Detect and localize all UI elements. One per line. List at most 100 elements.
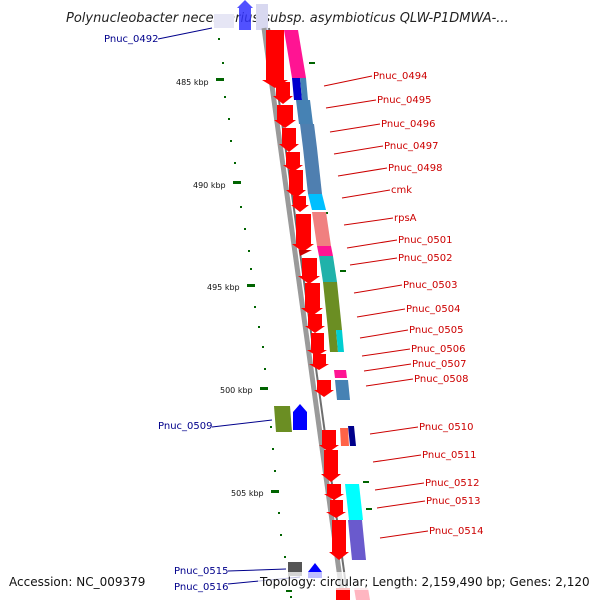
gene-label: Pnuc_0510 <box>419 422 473 433</box>
axis-tick-label: 495 kbp <box>207 283 240 292</box>
gene-label: Pnuc_0496 <box>381 119 435 130</box>
function-block <box>292 78 302 100</box>
function-block <box>319 256 337 282</box>
leader-line <box>356 308 406 318</box>
topology-text: Topology: circular; Length: 2,159,490 bp… <box>259 575 590 589</box>
leader-line <box>374 482 425 491</box>
faint-gene-block <box>214 14 234 28</box>
gene-label: rpsA <box>394 213 417 224</box>
axis-tick <box>216 78 224 81</box>
footer-backdrop <box>258 572 594 590</box>
gene-arrow-forward <box>305 314 325 333</box>
axis-tick-label: 505 kbp <box>231 489 264 498</box>
gene-arrow-forward <box>336 588 350 600</box>
leader-line <box>361 348 411 357</box>
gene-label: Pnuc_0505 <box>409 325 463 336</box>
function-block <box>336 330 344 352</box>
backbone-line <box>261 27 346 600</box>
leader-line <box>365 378 414 387</box>
gene-label: Pnuc_0492 <box>104 34 158 45</box>
leader-line <box>343 217 394 226</box>
gene-label: Pnuc_0516 <box>174 582 228 593</box>
gene-arrow-forward <box>274 105 296 128</box>
gene-label: Pnuc_0494 <box>373 71 427 82</box>
faint-gene-block <box>256 4 268 30</box>
axis-tick <box>233 181 241 184</box>
leader-line <box>363 363 412 372</box>
function-block <box>303 148 322 194</box>
gene-arrow-forward <box>321 450 341 482</box>
gene-label: Pnuc_0498 <box>388 163 442 174</box>
function-block <box>335 380 350 400</box>
forward-gene-arrow <box>237 0 253 30</box>
dot-track <box>218 38 292 598</box>
gene-arrow-forward <box>301 283 323 316</box>
function-block <box>345 484 363 520</box>
gene-label: Pnuc_0501 <box>398 235 452 246</box>
leader-line <box>325 99 377 109</box>
leader-line <box>369 426 419 435</box>
gene-arrow-forward <box>262 30 288 88</box>
left-gene-track <box>274 404 322 578</box>
function-block <box>317 246 333 256</box>
axis-tick-label: 500 kbp <box>220 386 253 395</box>
function-block <box>340 428 349 446</box>
function-block <box>296 100 313 124</box>
gene-arrow-forward <box>299 250 312 256</box>
function-block <box>312 212 331 246</box>
function-block <box>334 370 347 378</box>
gene-arrow-forward <box>324 484 344 500</box>
reverse-gene-arrow <box>293 404 307 430</box>
gene-label: Pnuc_0507 <box>412 359 466 370</box>
leader-line <box>359 329 409 339</box>
function-block <box>348 520 366 560</box>
function-block <box>354 588 370 600</box>
function-block <box>328 330 338 352</box>
function-block <box>284 30 306 78</box>
right-label-group: Pnuc_0494 Pnuc_0495 Pnuc_0496 Pnuc_0497 … <box>323 71 483 539</box>
gene-arrow-forward <box>273 82 293 104</box>
gene-arrow-forward <box>326 500 346 518</box>
leader-line <box>337 167 388 177</box>
leader-line <box>349 257 398 266</box>
gene-label: Pnuc_0509 <box>158 421 212 432</box>
function-block <box>323 282 342 330</box>
gene-label: Pnuc_0502 <box>398 253 452 264</box>
leader-line <box>372 454 422 463</box>
leader-line <box>376 500 426 509</box>
leader-line <box>211 419 273 428</box>
gene-label: Pnuc_0504 <box>406 304 460 315</box>
function-block-track <box>284 30 370 600</box>
gene-arrow-forward <box>309 354 329 370</box>
leader-line <box>333 145 384 155</box>
map-title: Polynucleobacter necessarius subsp. asym… <box>66 11 509 26</box>
function-block <box>300 78 308 100</box>
gene-label: Pnuc_0514 <box>429 526 483 537</box>
gene-arrow-forward <box>314 380 334 397</box>
leader-line <box>323 75 373 87</box>
gene-label: Pnuc_0497 <box>384 141 438 152</box>
gene-label: Pnuc_0508 <box>414 374 468 385</box>
kbp-axis: 485 kbp 490 kbp 495 kbp 500 kbp 505 kbp <box>176 78 279 498</box>
left-label-group: Pnuc_0492 Pnuc_0509 Pnuc_0515 Pnuc_0516 <box>104 27 301 593</box>
function-block <box>348 426 356 446</box>
gene-arrow-forward <box>291 196 309 212</box>
leader-line <box>227 568 287 572</box>
function-block <box>308 194 326 210</box>
gene-arrow-forward <box>329 520 349 560</box>
gene-label: cmk <box>391 185 412 196</box>
gene-label: Pnuc_0495 <box>377 95 431 106</box>
gene-arrow-forward <box>279 128 299 152</box>
axis-tick <box>271 490 279 493</box>
axis-tick-label: 490 kbp <box>193 181 226 190</box>
gene-label: Pnuc_0512 <box>425 478 479 489</box>
forward-gene-track <box>262 30 350 600</box>
leader-line <box>329 123 381 133</box>
gene-label: Pnuc_0515 <box>174 566 228 577</box>
gene-arrow-forward <box>307 333 327 356</box>
leader-line <box>379 530 429 539</box>
gene-label: Pnuc_0503 <box>403 280 457 291</box>
axis-tick <box>247 284 255 287</box>
